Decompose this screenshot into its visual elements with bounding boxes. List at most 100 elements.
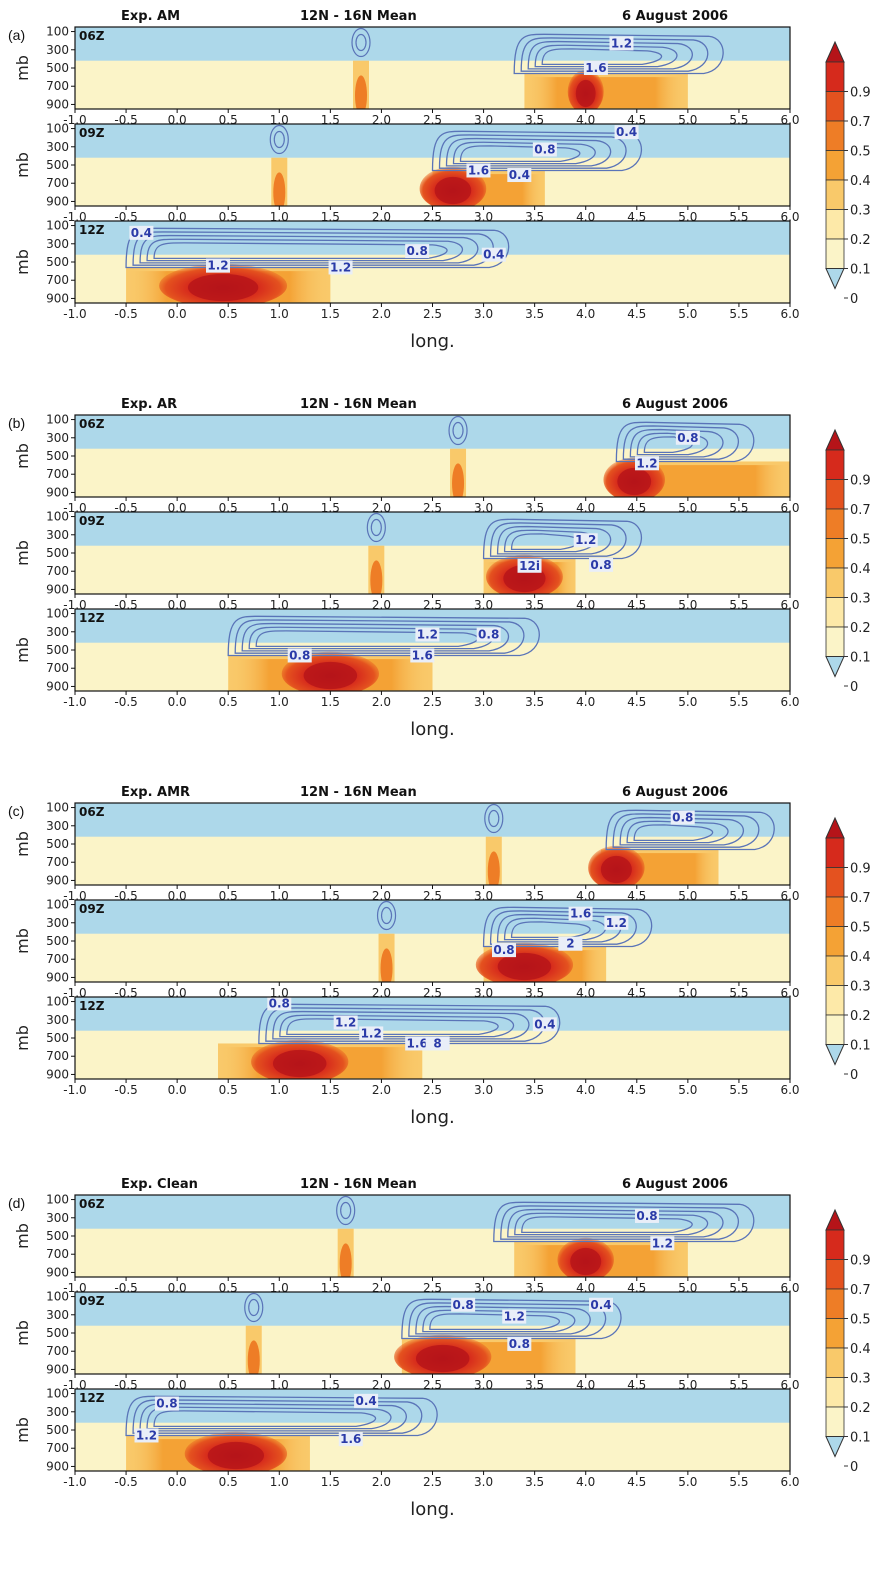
contour-label-bg [573,533,598,548]
colorbar-tick-label: 0.7 [850,1283,871,1298]
colorbar-tick-label: 0.9 [850,1254,871,1269]
y-axis-label: mb [13,249,32,275]
contour-label: 0.4 [534,1017,555,1031]
colorbar-tick-label: 0 [850,1460,858,1475]
time-label: 06Z [79,805,105,819]
boundary-field [75,959,116,982]
contour-label-bg [589,1297,614,1312]
x-tick-label: 4.0 [576,1083,595,1097]
x-tick-label: 2.5 [423,695,442,709]
colorbar-top-arrow [825,428,845,451]
y-tick-label: 300 [46,528,69,542]
title-experiment: Exp. AM [121,9,180,24]
contour-line [629,428,724,458]
plot-area: 1.2 0.8 0.8 1.6 [75,609,790,691]
colorbar-segment [825,449,845,480]
contour-line [513,33,724,75]
colorbar: 0.9 0.7 0.5 0.4 0.3 0.2 0.1 0 [825,40,871,307]
contour-label: 0.4 [483,248,504,262]
contour-label: 1.2 [335,1016,356,1030]
y-tick-label: 100 [46,607,69,621]
contour-label-bg [675,430,700,445]
contour-label-bg [415,627,440,642]
title-experiment: Exp. AR [121,397,177,412]
heating-max [617,467,652,496]
colorbar-tick-label: 0.4 [850,950,871,965]
y-tick-label: 700 [46,952,69,966]
panel-label: (d) [8,1195,25,1211]
x-tick-label: 1.0 [270,1083,289,1097]
contour-line [227,615,540,657]
contour-label: 0.8 [453,1298,474,1312]
contour-line [605,809,775,851]
boundary-field [75,1056,116,1079]
x-tick-label: 4.5 [627,1475,646,1489]
colorbar-tick-label: 0.2 [850,1401,871,1416]
cell-core [247,1340,260,1374]
cell-contour [448,415,468,446]
colorbar-bottom-arrow [825,1044,845,1066]
x-tick-label: 0.5 [219,1083,238,1097]
contour-label-bg [476,627,501,642]
time-label: 12Z [79,999,105,1013]
x-tick-label: 0.5 [219,307,238,321]
time-label-bg [77,417,107,431]
panel-label: (c) [8,803,24,819]
contour-label: 8 [433,1036,441,1050]
y-tick-label: 100 [46,898,69,912]
contour-label: 0.8 [493,943,514,957]
colorbar-tick-label: 0.1 [850,651,871,666]
contour-label: 12i [519,559,540,573]
contours [258,1003,561,1045]
contour-label-bg [650,1236,675,1251]
contour-label: 1.2 [652,1236,673,1250]
y-tick-label: 900 [46,679,69,693]
colorbar-segment [825,150,845,181]
x-tick-label: 3.5 [525,1475,544,1489]
x-tick-label: 3.0 [474,1083,493,1097]
x-tick-label: 3.0 [474,1475,493,1489]
y-tick-label: 900 [46,97,69,111]
y-tick-label: 500 [46,1326,69,1340]
y-tick-label: 700 [46,1247,69,1261]
colorbar-segment [825,209,845,240]
colorbar-tick-label: 0.9 [850,862,871,877]
y-tick-label: 300 [46,237,69,251]
contour-label-bg [338,1432,363,1447]
y-tick-label: 700 [46,661,69,675]
colorbar-segment [825,597,845,628]
plot-area: 1.2 1.6 [75,27,790,109]
x-tick-label: -1.0 [63,307,86,321]
contour-label: 1.2 [606,916,627,930]
x-tick-label: 3.0 [474,695,493,709]
panel-c: (c) Exp. AMR 12N - 16N Mean 6 August 2006 0.… [8,785,871,1128]
contour-line [139,1402,407,1432]
y-axis-label: mb [13,443,32,469]
time-label-bg [77,999,107,1013]
y-tick-label: 100 [46,1387,69,1401]
y-tick-label: 900 [46,970,69,984]
y-tick-label: 500 [46,934,69,948]
y-tick-label: 900 [46,873,69,887]
boundary-field [75,183,116,206]
y-tick-label: 300 [46,1405,69,1419]
x-tick-label: 5.5 [729,1475,748,1489]
subplot-12Z: 1.2 0.8 0.8 1.6 100 300 500 700 900 mb 12Z -1.0 -0.5… [13,607,800,709]
x-tick-label: 4.0 [576,1475,595,1489]
contour-label: 1.6 [585,61,606,75]
contour-label-bg [451,1297,476,1312]
contour-label-bg [604,915,629,930]
colorbar-segment [825,1406,845,1437]
y-axis-label: mb [13,1417,32,1443]
y-tick-label: 500 [46,546,69,560]
colorbar-segment [825,955,845,986]
contour-line [612,813,760,848]
contour-label-bg [354,1393,379,1408]
contour-label: 1.2 [207,259,228,273]
contour-label: 1.2 [575,533,596,547]
colorbar-segment [825,985,845,1016]
boundary-field [75,668,116,691]
